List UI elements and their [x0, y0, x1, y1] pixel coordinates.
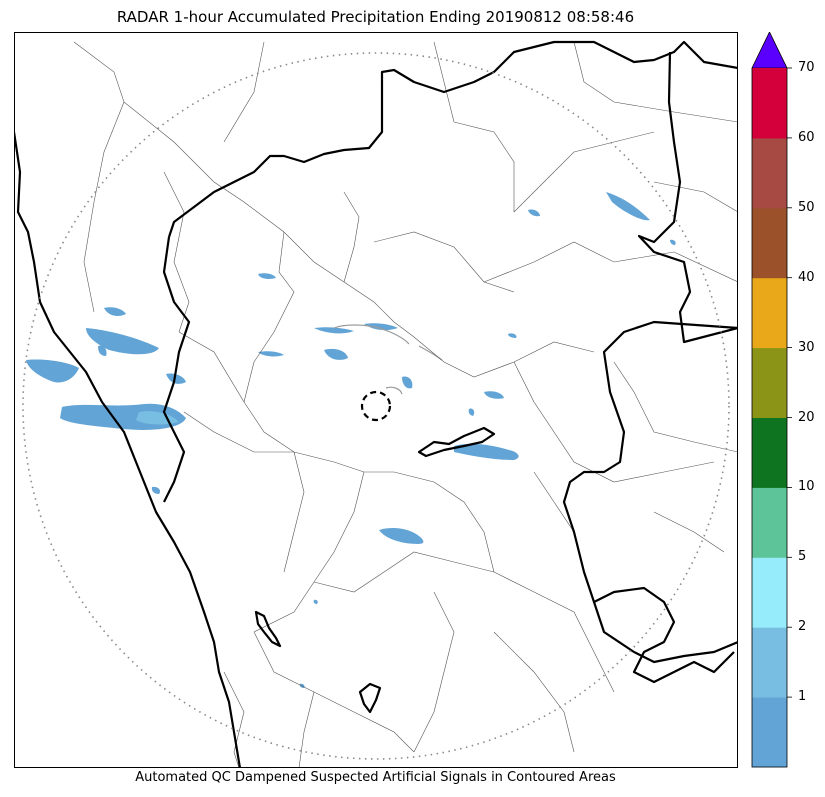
colorbar-tick-label: 2: [798, 619, 807, 635]
radar-map: [14, 32, 738, 768]
border-central-enclave: [417, 426, 496, 458]
echo-north-coast: [104, 307, 126, 316]
border-east: [637, 51, 738, 344]
colorbar-bin: [752, 417, 787, 488]
radar-range-ring: [22, 52, 730, 760]
precipitation-echoes: [26, 192, 676, 688]
echo-north-3: [258, 351, 284, 357]
radar-site-marker: [360, 390, 392, 422]
echo-south-small: [313, 599, 318, 604]
colorbar-tick-label: 30: [798, 339, 815, 355]
echo-north-2: [314, 327, 354, 334]
echo-coast-upper: [86, 328, 159, 355]
echo-northeast-3: [670, 239, 676, 245]
colorbar-tick-label: 20: [798, 409, 815, 425]
map-title: RADAR 1-hour Accumulated Precipitation E…: [116, 8, 635, 26]
colorbar-bin: [752, 207, 787, 279]
echo-southeast: [379, 528, 424, 544]
echo-north-1: [258, 273, 276, 279]
colorbar-bin: [752, 487, 787, 558]
qc-footnote: Automated QC Dampened Suspected Artifici…: [135, 770, 616, 785]
colorbar-tick-label: 5: [798, 549, 807, 565]
colorbar-bin: [752, 557, 787, 628]
echo-east-2: [468, 408, 475, 416]
colorbar-tick-label: 1: [798, 689, 807, 705]
border-south-enclave-2: [358, 682, 382, 714]
colorbar-tick-label: 50: [798, 199, 815, 215]
district-boundaries: [73, 41, 738, 768]
echo-northeast-2: [528, 209, 540, 217]
state-borders: [14, 40, 738, 768]
coastline: [14, 131, 242, 768]
border-west-inland: [162, 236, 191, 503]
echo-southwest: [151, 486, 161, 494]
border-north: [167, 40, 738, 238]
colorbar-tick-label: 70: [798, 60, 815, 75]
colorbar-tick-label: 10: [798, 479, 815, 495]
echo-east-band: [454, 443, 519, 460]
border-south-enclave-1: [254, 610, 282, 648]
echo-north-east-small: [508, 333, 517, 338]
colorbar-bin: [752, 68, 787, 139]
colorbar-tick-label: 60: [798, 129, 815, 145]
echo-center-east: [402, 376, 413, 389]
echo-coast-small: [98, 345, 107, 356]
echo-northeast-1: [606, 192, 650, 221]
colorbar-bin: [752, 697, 787, 768]
echo-center-north: [324, 348, 348, 360]
border-east-inner: [562, 320, 738, 664]
echo-center-north-2: [364, 323, 398, 331]
echo-coast-west: [26, 359, 79, 383]
colorbar-bin: [752, 627, 787, 698]
colorbar-tick-label: 40: [798, 269, 815, 285]
border-southeast-bulge: [593, 586, 735, 684]
echo-east-1: [484, 391, 504, 399]
colorbar-extend-arrow: [751, 31, 788, 69]
colorbar-bin: [752, 347, 787, 418]
precipitation-colorbar: 1 2 5 10 20 30 40 50 60 70: [751, 31, 825, 768]
echo-coast-mid: [166, 373, 186, 384]
colorbar-bin: [752, 137, 787, 209]
colorbar-bin: [752, 277, 787, 349]
